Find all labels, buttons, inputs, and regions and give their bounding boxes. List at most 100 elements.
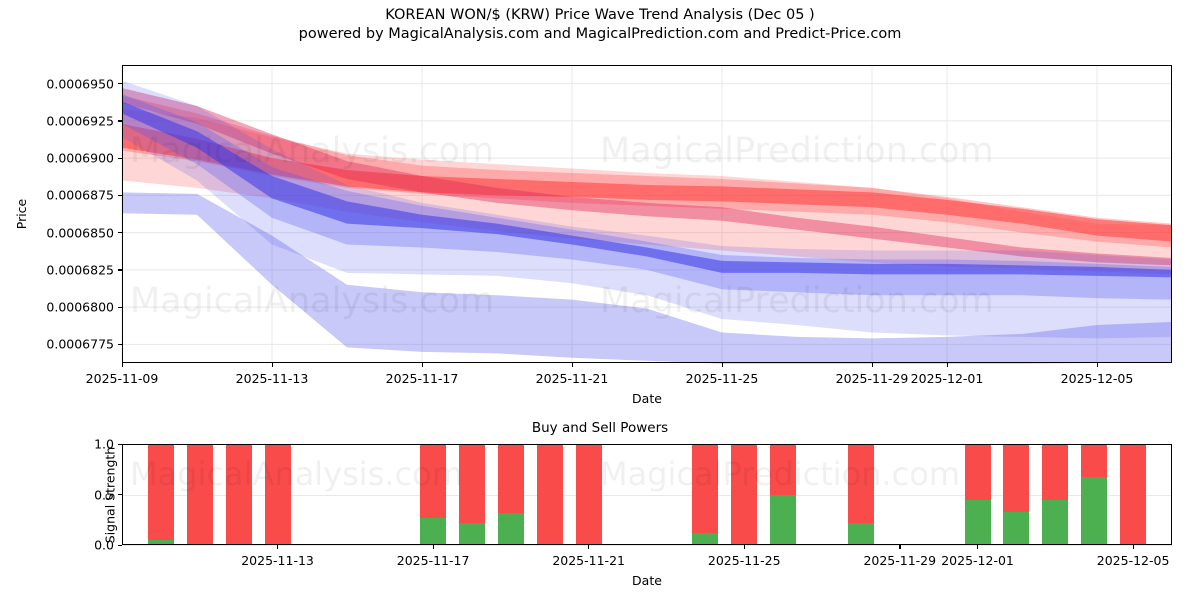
sell-power-segment xyxy=(459,444,485,523)
sell-power-segment xyxy=(226,444,252,545)
ytick-mark xyxy=(118,545,122,546)
sell-power-segment xyxy=(1042,444,1068,500)
price-ytick-label: 0.0006850 xyxy=(46,225,114,240)
buy-power-segment xyxy=(848,523,874,545)
ytick-mark xyxy=(118,120,122,121)
price-ytick-label: 0.0006800 xyxy=(46,300,114,315)
signal-bar[interactable] xyxy=(537,444,563,545)
signal-bar[interactable] xyxy=(265,444,291,545)
sell-power-segment xyxy=(1003,444,1029,512)
signal-bar[interactable] xyxy=(731,444,757,545)
signal-bar[interactable] xyxy=(770,444,796,545)
ytick-mark xyxy=(118,83,122,84)
price-xaxis-title: Date xyxy=(632,391,662,406)
buy-power-segment xyxy=(498,513,524,545)
price-ytick-label: 0.0006775 xyxy=(46,337,114,352)
buy-sell-chart-title: Buy and Sell Powers xyxy=(0,420,1200,436)
gridline-horizontal xyxy=(122,545,1172,546)
signal-xtick-label: 2025-11-25 xyxy=(708,553,781,568)
signal-xtick-label: 2025-11-13 xyxy=(241,553,314,568)
xtick-mark xyxy=(1097,363,1098,367)
xtick-mark xyxy=(272,363,273,367)
ytick-mark xyxy=(118,344,122,345)
buy-power-segment xyxy=(420,518,446,545)
sell-power-segment xyxy=(1120,444,1146,545)
price-ytick-label: 0.0006825 xyxy=(46,262,114,277)
signal-bar[interactable] xyxy=(148,444,174,545)
price-xtick-label: 2025-11-25 xyxy=(686,371,759,386)
ytick-mark xyxy=(118,494,122,495)
ytick-mark xyxy=(118,195,122,196)
sell-power-segment xyxy=(965,444,991,500)
signal-bar[interactable] xyxy=(692,444,718,545)
signal-xtick-label: 2025-11-29 xyxy=(863,553,936,568)
signal-bar[interactable] xyxy=(187,444,213,545)
ytick-mark xyxy=(118,158,122,159)
ytick-mark xyxy=(118,444,122,445)
xtick-mark xyxy=(572,363,573,367)
signal-xaxis-title: Date xyxy=(632,573,662,588)
sell-power-segment xyxy=(576,444,602,545)
price-xtick-label: 2025-11-09 xyxy=(86,371,159,386)
price-xtick-label: 2025-12-05 xyxy=(1061,371,1134,386)
signal-bar[interactable] xyxy=(1003,444,1029,545)
signal-bar[interactable] xyxy=(226,444,252,545)
signal-xtick-label: 2025-12-05 xyxy=(1097,553,1170,568)
buy-sell-powers-plot xyxy=(122,444,1172,545)
signal-bar[interactable] xyxy=(1081,444,1107,545)
signal-bar[interactable] xyxy=(498,444,524,545)
price-ytick-label: 0.0006875 xyxy=(46,188,114,203)
xtick-mark xyxy=(977,545,978,549)
sell-power-segment xyxy=(148,444,174,540)
buy-power-segment xyxy=(1003,512,1029,545)
signal-bar[interactable] xyxy=(848,444,874,545)
xtick-mark xyxy=(122,363,123,367)
xtick-mark xyxy=(872,363,873,367)
buy-power-segment xyxy=(1081,477,1107,545)
price-ytick-label: 0.0006950 xyxy=(46,76,114,91)
sell-power-segment xyxy=(187,444,213,545)
xtick-mark xyxy=(947,363,948,367)
sell-power-segment xyxy=(420,444,446,518)
ytick-mark xyxy=(118,232,122,233)
signal-xtick-label: 2025-12-01 xyxy=(941,553,1014,568)
sell-power-segment xyxy=(498,444,524,513)
signal-bar[interactable] xyxy=(1042,444,1068,545)
xtick-mark xyxy=(588,545,589,549)
xtick-mark xyxy=(722,363,723,367)
sell-power-segment xyxy=(692,444,718,533)
price-xtick-label: 2025-11-13 xyxy=(236,371,309,386)
signal-bar[interactable] xyxy=(965,444,991,545)
xtick-mark xyxy=(422,363,423,367)
price-xtick-label: 2025-12-01 xyxy=(911,371,984,386)
signal-bar[interactable] xyxy=(1120,444,1146,545)
signal-xtick-label: 2025-11-21 xyxy=(552,553,625,568)
sell-power-segment xyxy=(537,444,563,545)
buy-power-segment xyxy=(459,523,485,545)
sell-power-segment xyxy=(770,444,796,495)
xtick-mark xyxy=(277,545,278,549)
xtick-mark xyxy=(1133,545,1134,549)
signal-bar[interactable] xyxy=(420,444,446,545)
price-xtick-label: 2025-11-17 xyxy=(386,371,459,386)
signal-bar[interactable] xyxy=(459,444,485,545)
buy-power-segment xyxy=(770,495,796,546)
buy-power-segment xyxy=(148,540,174,545)
buy-power-segment xyxy=(1042,500,1068,545)
price-axis-title: Price xyxy=(14,199,29,230)
sell-power-segment xyxy=(1081,444,1107,477)
price-ytick-label: 0.0006900 xyxy=(46,151,114,166)
price-xtick-label: 2025-11-21 xyxy=(536,371,609,386)
sell-power-segment xyxy=(848,444,874,523)
price-ytick-label: 0.0006925 xyxy=(46,113,114,128)
sell-power-segment xyxy=(265,444,291,545)
sell-power-segment xyxy=(731,444,757,545)
signal-xtick-label: 2025-11-17 xyxy=(397,553,470,568)
signal-axis-title: Signal Strength xyxy=(103,446,118,542)
ytick-mark xyxy=(118,269,122,270)
buy-power-segment xyxy=(965,500,991,545)
signal-bar[interactable] xyxy=(576,444,602,545)
price-xtick-label: 2025-11-29 xyxy=(836,371,909,386)
chart-page: KOREAN WON/$ (KRW) Price Wave Trend Anal… xyxy=(0,0,1200,600)
xtick-mark xyxy=(899,545,900,549)
